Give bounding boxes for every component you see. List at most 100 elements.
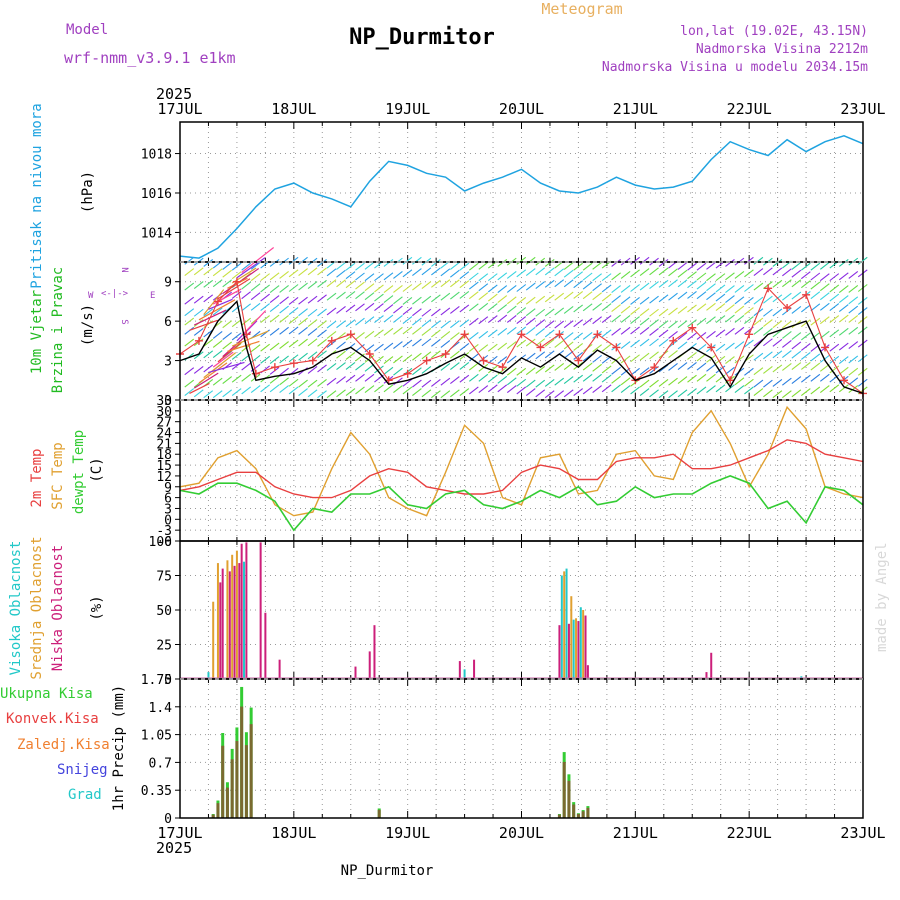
wind-barb (497, 342, 508, 351)
wind-barb (706, 261, 716, 270)
wind-barb (601, 343, 612, 352)
wind-barb (829, 384, 840, 393)
pressure-line (179, 135, 864, 259)
wind-barb (336, 350, 346, 359)
wind-barb (848, 305, 859, 314)
wind-barb (336, 376, 346, 385)
wind-barb (393, 377, 403, 386)
wind-barb (393, 305, 403, 314)
wind-barb (687, 271, 697, 280)
wind-barb (677, 332, 688, 340)
wind-barb (630, 296, 640, 305)
wind-barb (649, 281, 659, 289)
wind-barb (440, 331, 451, 339)
wind-barb (611, 272, 621, 281)
wind-barb (639, 282, 650, 291)
wind-barb (848, 377, 859, 386)
wind-barb (563, 320, 574, 329)
wind-barb (222, 269, 233, 278)
wind-barb (819, 373, 830, 382)
wind-barb (193, 267, 204, 276)
wind-barb (440, 390, 451, 399)
wind-barb (725, 327, 735, 336)
coords-text: lon,lat (19.02E, 43.15N) (680, 24, 868, 39)
elevation-text: Nadmorska Visina 2212m (696, 42, 868, 57)
wind-barb (412, 352, 422, 361)
wind-barb (260, 355, 270, 364)
wind-barb (782, 331, 792, 339)
wind-barb (193, 389, 204, 398)
wind-barb (307, 379, 318, 388)
wind-barb (421, 319, 432, 327)
wind-barb (260, 343, 270, 352)
wind-barb (554, 320, 565, 329)
wind-barb (592, 273, 602, 282)
wind-barb (326, 377, 337, 386)
wind-barb (212, 377, 223, 386)
wind-barb (412, 317, 422, 326)
panels: 1014101610180369-6-303691215182124273033… (141, 121, 868, 827)
wind-barb (241, 373, 251, 382)
wind-barb (506, 305, 517, 314)
wind-barb (535, 308, 546, 317)
wind-barb (525, 268, 536, 276)
wind-barb (753, 338, 764, 347)
wind-barb (383, 285, 394, 293)
precip-bar-conv (562, 761, 566, 818)
wind-barb (203, 338, 214, 347)
y-tick-label: 3 (164, 502, 172, 517)
wind-barb (345, 374, 356, 383)
wind-barb (450, 306, 460, 314)
wind-barb (336, 389, 346, 398)
wind-barb (687, 262, 697, 271)
wind-barb (658, 338, 669, 347)
wind-barb (506, 296, 517, 305)
wind-barb (487, 374, 498, 383)
wind-barb (725, 366, 735, 375)
wind-barb (193, 328, 204, 336)
wind-barb (554, 268, 565, 277)
wind-barb (611, 366, 621, 375)
wind-barb (630, 256, 640, 265)
wind-barb (184, 268, 195, 276)
wind-barb (355, 353, 365, 362)
bottom-day-label: 19JUL (385, 824, 430, 842)
wind-barb (801, 280, 811, 289)
wind-barb (696, 362, 707, 371)
wind-barb (412, 367, 422, 376)
wind-barb (383, 366, 394, 375)
precip-bar-conv (230, 759, 234, 818)
wind-barb (364, 273, 375, 282)
wind-barb (782, 268, 792, 277)
wind-barb (801, 362, 811, 370)
wind-barb (468, 362, 479, 371)
wind-barb (563, 261, 574, 270)
wind-barb (715, 315, 726, 323)
wind-barb (535, 379, 546, 388)
wind-barb (203, 390, 214, 399)
wind-barb (288, 326, 299, 335)
wind-barb (734, 305, 745, 314)
wind-barb (544, 259, 555, 267)
wind-barb (364, 283, 375, 292)
wind-barb (838, 366, 849, 375)
wind-barb (193, 295, 204, 304)
wind-barb (421, 328, 432, 336)
wind-barb (601, 365, 612, 374)
wind-barb (450, 332, 460, 340)
wind-barb (535, 351, 546, 360)
wind-barb (810, 262, 821, 271)
wind-barb (421, 379, 432, 388)
wind-barb (857, 256, 868, 265)
cloud-bar-low (354, 666, 357, 679)
wind-barb (288, 269, 299, 278)
wind-barb (307, 351, 318, 360)
wind-barb (535, 366, 546, 374)
wind-barb (772, 364, 783, 373)
cloud-bar-low (264, 612, 267, 679)
wind-barb (307, 281, 318, 289)
wind-barb (317, 379, 327, 387)
wind-barb (487, 303, 498, 311)
wind-barb (364, 261, 375, 270)
